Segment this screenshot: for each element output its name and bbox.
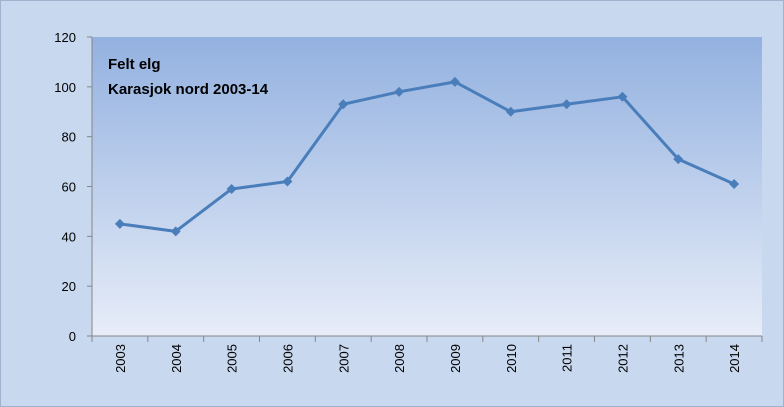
x-tick-label: 2011 [560,344,575,372]
y-tick-label: 0 [69,329,76,344]
x-tick-label: 2003 [113,344,128,373]
data-marker [114,218,125,229]
data-marker [394,86,405,97]
x-tick-label: 2006 [280,344,295,373]
y-tick-label: 100 [54,80,76,95]
data-line [119,80,735,233]
x-tick-label: 2005 [225,344,240,373]
chart-subtitle: Karasjok nord 2003-14 [108,81,269,98]
x-tick-label: 2012 [615,344,630,373]
x-tick-label: 2007 [336,344,351,373]
data-marker [729,179,740,190]
y-tick-label: 20 [62,279,76,294]
data-marker [226,183,237,194]
x-tick-label: 2004 [169,344,184,373]
x-tick-label: 2009 [448,344,463,373]
data-marker [617,91,628,102]
y-tick-label: 80 [62,130,76,145]
data-marker [338,99,349,110]
chart-title: Felt elg [108,56,161,73]
x-tick-label: 2008 [392,344,407,373]
x-tick-label: 2013 [671,344,686,373]
data-marker [505,106,516,117]
data-marker [170,226,181,237]
data-marker [561,99,572,110]
x-tick-label: 2010 [504,344,519,373]
y-tick-label: 60 [62,180,76,195]
y-tick-label: 40 [62,229,76,244]
data-marker [282,176,293,187]
data-marker [673,154,684,165]
y-tick-label: 120 [54,30,76,45]
data-marker [449,76,460,87]
x-tick-label: 2014 [727,344,742,373]
